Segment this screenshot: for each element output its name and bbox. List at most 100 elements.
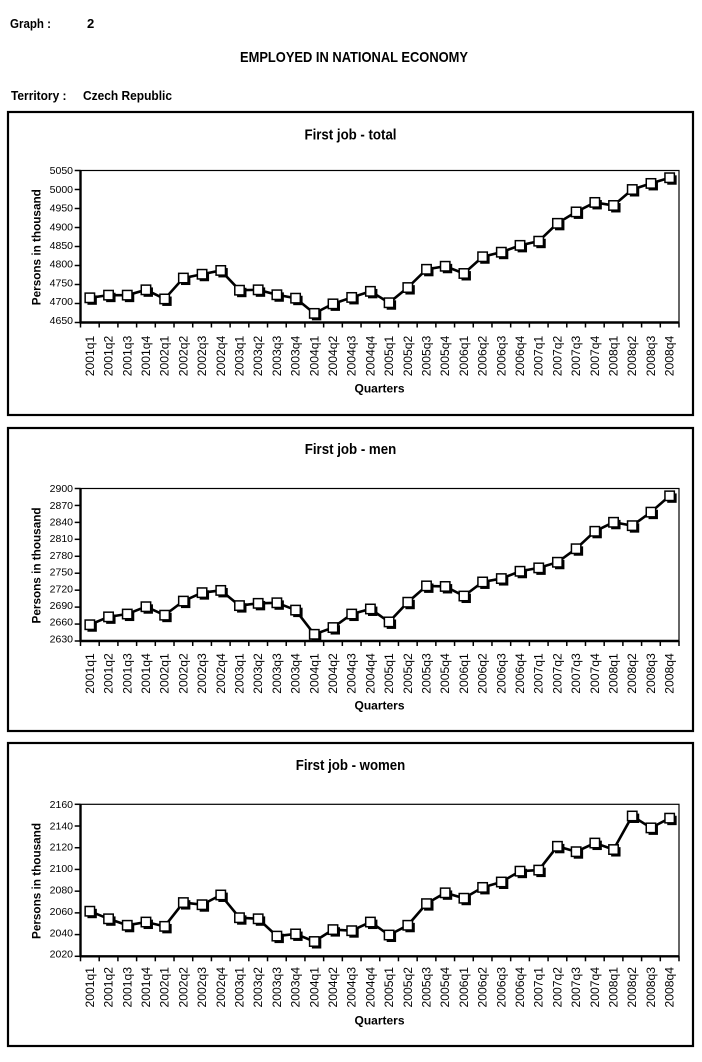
svg-text:Persons in thousand: Persons in thousand [30,823,44,939]
svg-text:4900: 4900 [50,221,74,233]
svg-text:2006q2: 2006q2 [478,653,490,694]
svg-text:2002q3: 2002q3 [197,653,209,694]
svg-text:2006q3: 2006q3 [496,967,508,1008]
svg-text:2080: 2080 [50,885,74,897]
svg-text:4700: 4700 [50,296,74,308]
svg-text:5000: 5000 [50,184,74,196]
svg-text:2007q4: 2007q4 [590,335,602,376]
svg-text:2003q1: 2003q1 [234,653,246,694]
svg-text:2001q4: 2001q4 [141,335,153,376]
svg-text:2002q1: 2002q1 [160,653,172,694]
svg-text:2002q1: 2002q1 [160,967,172,1008]
svg-text:5050: 5050 [50,165,74,177]
svg-text:2008q3: 2008q3 [646,653,658,694]
svg-text:2690: 2690 [50,600,74,612]
svg-text:2002q3: 2002q3 [197,336,209,377]
svg-text:2120: 2120 [50,842,74,854]
svg-text:2870: 2870 [50,500,74,512]
svg-text:EMPLOYED IN NATIONAL ECONOMY: EMPLOYED IN NATIONAL ECONOMY [240,49,468,66]
svg-text:2720: 2720 [50,583,74,595]
svg-text:2005q1: 2005q1 [384,336,396,377]
svg-text:2750: 2750 [50,567,74,579]
svg-text:2007q4: 2007q4 [590,966,602,1007]
svg-text:2006q4: 2006q4 [515,653,527,694]
svg-text:2003q2: 2003q2 [253,653,265,694]
svg-text:2004q1: 2004q1 [309,336,321,377]
svg-text:2007q3: 2007q3 [571,336,583,377]
svg-text:2002q4: 2002q4 [216,653,228,694]
svg-text:2005q1: 2005q1 [384,967,396,1008]
svg-text:2008q1: 2008q1 [609,336,621,377]
svg-text:2001q4: 2001q4 [141,966,153,1007]
svg-text:2002q4: 2002q4 [216,335,228,376]
svg-text:2006q2: 2006q2 [478,336,490,377]
svg-text:2005q3: 2005q3 [422,336,434,377]
svg-text:2040: 2040 [50,927,74,939]
svg-text:2100: 2100 [50,863,74,875]
svg-text:2840: 2840 [50,517,74,529]
svg-text:2001q4: 2001q4 [141,653,153,694]
svg-text:2002q1: 2002q1 [160,336,172,377]
svg-text:2007q1: 2007q1 [534,967,546,1008]
svg-text:2020: 2020 [50,949,74,961]
svg-text:2001q2: 2001q2 [104,967,116,1008]
svg-text:Czech Republic: Czech Republic [83,88,172,103]
svg-text:2001q2: 2001q2 [104,653,116,694]
svg-text:2005q1: 2005q1 [384,653,396,694]
svg-text:4750: 4750 [50,277,74,289]
svg-text:2004q4: 2004q4 [365,966,377,1007]
svg-text:2006q3: 2006q3 [496,653,508,694]
svg-text:2008q2: 2008q2 [627,336,639,377]
svg-text:2780: 2780 [50,550,74,562]
svg-text:First job - women: First job - women [296,757,406,774]
svg-text:2002q2: 2002q2 [178,336,190,377]
svg-text:2003q4: 2003q4 [291,966,303,1007]
svg-text:Quarters: Quarters [354,699,404,713]
svg-text:2008q4: 2008q4 [665,653,677,694]
svg-text:2007q4: 2007q4 [590,653,602,694]
svg-text:2004q2: 2004q2 [328,336,340,377]
svg-text:2007q2: 2007q2 [552,653,564,694]
svg-text:4800: 4800 [50,259,74,271]
svg-text:2007q1: 2007q1 [534,336,546,377]
svg-text:Quarters: Quarters [354,1014,404,1028]
svg-text:2005q4: 2005q4 [440,335,452,376]
svg-text:2001q3: 2001q3 [122,653,134,694]
svg-text:Territory :: Territory : [11,88,67,103]
svg-text:2006q3: 2006q3 [496,336,508,377]
svg-text:2001q1: 2001q1 [85,967,97,1008]
svg-text:2001q1: 2001q1 [85,336,97,377]
svg-text:2004q2: 2004q2 [328,967,340,1008]
svg-text:4650: 4650 [50,315,74,327]
svg-text:2005q2: 2005q2 [403,967,415,1008]
svg-text:2007q2: 2007q2 [552,336,564,377]
svg-text:2003q3: 2003q3 [272,336,284,377]
svg-text:2: 2 [87,16,94,31]
svg-text:2001q3: 2001q3 [122,967,134,1008]
svg-text:2003q1: 2003q1 [234,336,246,377]
svg-text:2008q1: 2008q1 [609,967,621,1008]
svg-text:2900: 2900 [50,483,74,495]
svg-text:Persons in thousand: Persons in thousand [30,189,44,305]
svg-text:2008q3: 2008q3 [646,336,658,377]
svg-text:2003q4: 2003q4 [291,335,303,376]
svg-text:2003q2: 2003q2 [253,967,265,1008]
svg-text:2810: 2810 [50,533,74,545]
svg-text:2001q3: 2001q3 [122,336,134,377]
svg-text:2004q1: 2004q1 [309,653,321,694]
svg-text:2004q3: 2004q3 [347,967,359,1008]
svg-text:2060: 2060 [50,906,74,918]
svg-text:2140: 2140 [50,820,74,832]
svg-text:4950: 4950 [50,203,74,215]
svg-text:2004q3: 2004q3 [347,653,359,694]
svg-text:2006q4: 2006q4 [515,966,527,1007]
svg-text:2006q1: 2006q1 [459,967,471,1008]
svg-text:2006q1: 2006q1 [459,653,471,694]
svg-text:2004q2: 2004q2 [328,653,340,694]
svg-text:2002q3: 2002q3 [197,967,209,1008]
svg-text:2008q3: 2008q3 [646,967,658,1008]
svg-text:2001q1: 2001q1 [85,653,97,694]
svg-text:2002q2: 2002q2 [178,967,190,1008]
svg-text:2660: 2660 [50,617,74,629]
svg-text:2005q2: 2005q2 [403,653,415,694]
